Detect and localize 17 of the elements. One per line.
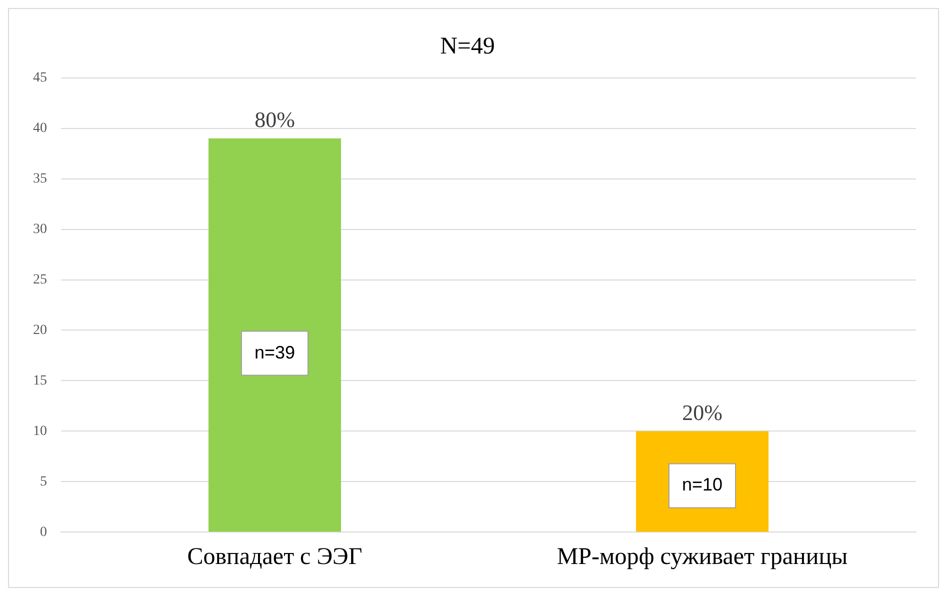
y-tick-label: 30 bbox=[33, 222, 47, 237]
y-tick-label: 20 bbox=[33, 322, 47, 338]
y-tick-label: 5 bbox=[40, 474, 47, 490]
y-tick-label: 45 bbox=[33, 70, 47, 86]
data-label: n=39 bbox=[254, 342, 296, 362]
annotation: 80% bbox=[254, 107, 295, 132]
y-tick-label: 25 bbox=[33, 272, 47, 288]
annotation: 20% bbox=[682, 400, 722, 426]
chart-title: N=49 bbox=[440, 34, 495, 60]
y-tick-label: 0 bbox=[40, 524, 47, 540]
y-tick-label: 10 bbox=[33, 424, 47, 439]
y-tick-label: 40 bbox=[33, 120, 47, 136]
y-tick-label: 35 bbox=[33, 171, 47, 186]
x-tick-label: Совпадает с ЭЭГ bbox=[187, 544, 362, 570]
y-tick-label: 15 bbox=[33, 373, 47, 388]
x-tick-label: МР-морф суживает границы bbox=[556, 544, 848, 570]
data-label: n=10 bbox=[682, 474, 723, 495]
